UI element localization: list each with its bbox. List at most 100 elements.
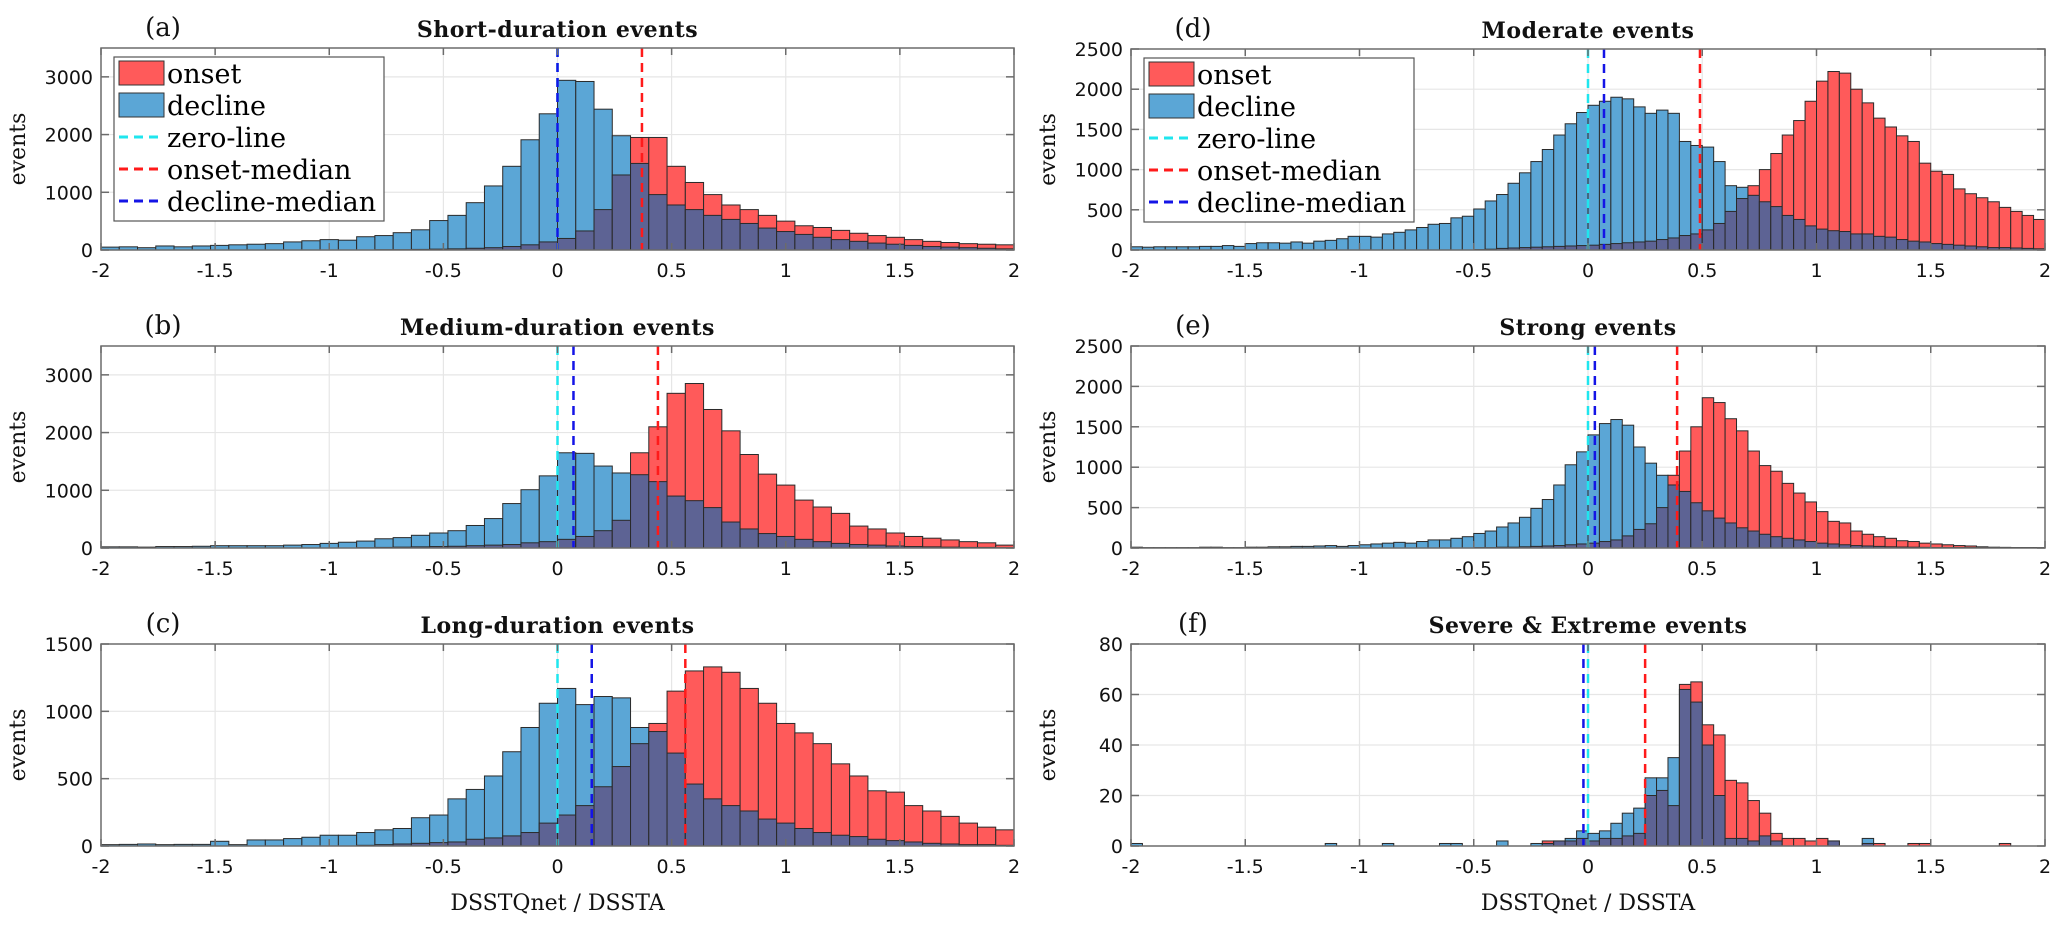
overlap-bar	[703, 214, 723, 251]
overlap-bar	[1713, 222, 1726, 251]
panel-b: -2 -1.5 -1 -0.5 0 0.5 1 1.5 2 0 1000 2000 3000 (b) Med…	[6, 311, 1020, 580]
overlap-bar	[1553, 840, 1566, 847]
onset-bar	[1816, 837, 1829, 847]
onset-bar	[1964, 193, 1977, 251]
decline-bar	[1473, 532, 1486, 549]
onset-bar	[1827, 71, 1840, 251]
x-tick-label: 1	[1810, 558, 1822, 580]
overlap-bar	[721, 521, 741, 549]
decline-bar	[447, 214, 467, 251]
x-tick-label: 1	[780, 558, 792, 580]
overlap-bar	[703, 798, 723, 847]
onset-bar	[1873, 117, 1886, 251]
overlap-bar	[1838, 231, 1852, 251]
legend-label: decline-median	[1197, 188, 1406, 219]
decline-bar	[465, 788, 485, 847]
overlap-bar	[557, 814, 577, 847]
x-tick-label: 2	[2039, 558, 2051, 580]
x-tick-label: 1.5	[885, 856, 915, 878]
onset-bar	[1998, 206, 2012, 251]
onset-legend-swatch	[118, 60, 165, 86]
overlap-bar	[1701, 510, 1715, 549]
overlap-bar	[1633, 528, 1646, 549]
overlap-bar	[1816, 228, 1829, 251]
panel-title: Medium-duration events	[400, 315, 715, 341]
x-tick-label: 1	[1810, 260, 1822, 282]
overlap-bar	[1610, 837, 1623, 847]
x-tick-label: -1	[320, 558, 339, 580]
decline-bar	[1633, 106, 1646, 251]
onset-bar	[922, 810, 942, 847]
onset-bar	[1736, 782, 1749, 847]
overlap-bar	[885, 243, 905, 251]
x-tick-label: 1	[780, 856, 792, 878]
x-tick-label: -0.5	[1455, 856, 1492, 878]
decline-bar	[483, 775, 504, 847]
y-tick-label: 500	[57, 769, 93, 791]
y-tick-label: 0	[81, 538, 93, 560]
y-tick-label: 1000	[1075, 160, 1123, 182]
y-tick-label: 1000	[1075, 457, 1123, 479]
legend-label: decline	[167, 91, 266, 122]
x-tick-label: -1	[1350, 856, 1369, 878]
panel-c: -2 -1.5 -1 -0.5 0 0.5 1 1.5 2 0 500 1000 1500 (c) Long…	[6, 609, 1020, 916]
overlap-bar	[812, 236, 832, 251]
decline-bar	[575, 452, 595, 549]
overlap-bar	[630, 743, 650, 847]
y-tick-label: 2500	[1075, 336, 1123, 358]
overlap-bar	[611, 766, 632, 847]
decline-bar	[483, 185, 504, 251]
decline-bar	[1393, 541, 1406, 549]
y-tick-label: 3000	[45, 67, 93, 89]
x-tick-label: 0.5	[657, 558, 687, 580]
decline-bar	[1518, 172, 1532, 251]
decline-bar	[1461, 215, 1475, 251]
overlap-bar	[1610, 243, 1623, 251]
decline-bar	[1541, 499, 1555, 549]
overlap-bar	[1621, 835, 1635, 847]
overlap-bar	[1724, 210, 1738, 251]
decline-bar	[1621, 424, 1635, 549]
overlap-bar	[1873, 235, 1886, 251]
decline-bar	[1621, 98, 1635, 251]
x-tick-label: -2	[92, 260, 111, 282]
decline-bar	[374, 235, 394, 251]
overlap-bar	[1621, 242, 1635, 251]
decline-bar	[1587, 104, 1600, 251]
overlap-bar	[1633, 241, 1646, 251]
decline-bar	[1427, 539, 1440, 549]
x-tick-label: 1	[1810, 856, 1822, 878]
y-tick-label: 2500	[1075, 39, 1123, 61]
y-tick-label: 60	[1099, 685, 1123, 707]
onset-bar	[812, 743, 832, 847]
onset-bar	[903, 805, 924, 847]
decline-bar	[1530, 161, 1543, 251]
bars	[100, 666, 1015, 847]
x-tick-label: 0.5	[1687, 558, 1717, 580]
x-tick-label: -1.5	[1227, 558, 1264, 580]
onset-bar	[1953, 188, 1966, 251]
overlap-bar	[1713, 517, 1726, 549]
y-tick-label: 2000	[1075, 79, 1123, 101]
overlap-bar	[1598, 541, 1612, 549]
onset-bar	[1987, 201, 2000, 251]
overlap-bar	[849, 240, 869, 251]
x-tick-label: -1.5	[197, 558, 234, 580]
onset-bar	[1781, 837, 1795, 847]
y-tick-label: 1500	[45, 634, 93, 656]
x-tick-label: 2	[2039, 260, 2051, 282]
x-tick-label: 2	[2039, 856, 2051, 878]
onset-bar	[1724, 779, 1738, 847]
overlap-bar	[739, 810, 759, 847]
decline-bar	[283, 241, 303, 251]
panel-letter: (f)	[1178, 609, 1208, 639]
overlap-bar	[538, 822, 558, 847]
decline-bar	[1507, 522, 1520, 549]
decline-bar	[1564, 464, 1578, 549]
overlap-bar	[739, 528, 759, 549]
decline-bar	[1427, 223, 1440, 251]
overlap-bar	[849, 836, 869, 847]
onset-bar	[1895, 135, 1909, 251]
y-tick-label: 3000	[45, 365, 93, 387]
decline-bar	[1496, 840, 1509, 847]
